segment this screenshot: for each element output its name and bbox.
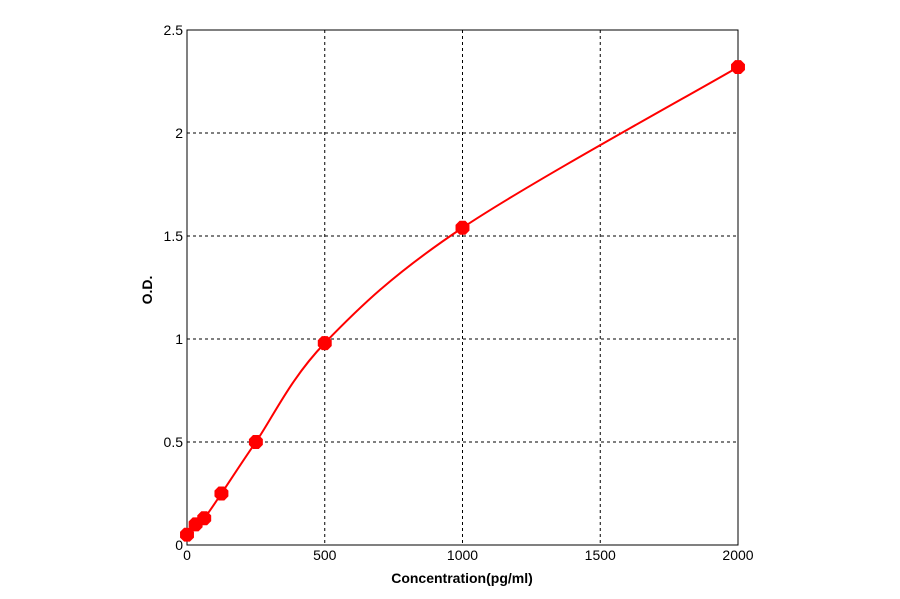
- data-points: [180, 60, 745, 542]
- y-tick-label: 2.5: [164, 22, 184, 38]
- plot-frame: [186, 29, 739, 546]
- y-tick-label: 1.5: [164, 228, 184, 244]
- grid-lines: [187, 30, 738, 545]
- x-tick-label: 1500: [585, 547, 616, 563]
- data-point: [317, 336, 332, 351]
- data-point: [455, 220, 470, 235]
- x-axis-ticks: 0 500 1000 1500 2000: [183, 547, 754, 563]
- data-point: [214, 486, 229, 501]
- x-tick-label: 0: [183, 547, 191, 563]
- y-axis-ticks: 0 0.5 1 1.5 2 2.5: [164, 22, 184, 553]
- y-axis-title: O.D.: [139, 276, 155, 305]
- data-point: [731, 60, 745, 75]
- x-tick-label: 2000: [722, 547, 753, 563]
- y-tick-label: 2: [175, 125, 183, 141]
- y-tick-label: 1: [175, 331, 183, 347]
- x-tick-label: 500: [313, 547, 337, 563]
- x-tick-label: 1000: [447, 547, 478, 563]
- x-axis-title: Concentration(pg/ml): [391, 570, 533, 586]
- y-tick-label: 0.5: [164, 434, 184, 450]
- y-tick-label: 0: [175, 537, 183, 553]
- data-point: [197, 511, 212, 526]
- data-point: [248, 435, 263, 449]
